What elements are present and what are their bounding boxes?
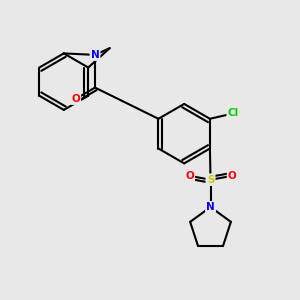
Text: N: N: [206, 202, 215, 212]
Text: S: S: [207, 175, 214, 185]
Text: N: N: [91, 50, 99, 60]
Text: O: O: [228, 171, 237, 181]
Text: O: O: [185, 171, 194, 181]
Text: S: S: [207, 175, 214, 185]
Text: O: O: [71, 94, 80, 104]
Text: Cl: Cl: [227, 108, 239, 118]
